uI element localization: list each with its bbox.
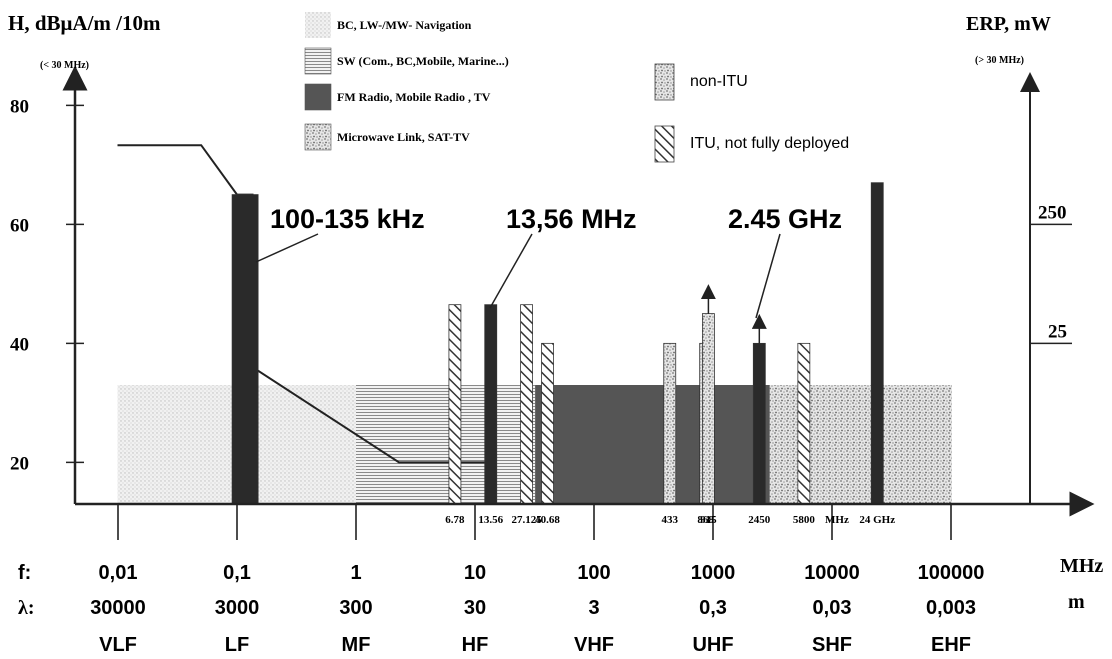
f-label-4: 100 (577, 562, 610, 584)
f-label-3: 10 (464, 562, 486, 584)
legend-extra-label-1: ITU, not fully deployed (690, 135, 849, 152)
freq-label-8: 5800 (793, 514, 816, 526)
band-label-3: HF (462, 634, 489, 656)
callout-leader-1 (489, 233, 533, 309)
bar-2450 (752, 342, 766, 505)
bar-40.68 (541, 342, 554, 505)
legend-swatch-3 (304, 123, 332, 151)
band-area-1 (356, 385, 536, 504)
legend-label-0: BC, LW-/MW- Navigation (337, 18, 472, 32)
f-label-0: 0,01 (99, 562, 138, 584)
band-label-0: VLF (99, 634, 137, 656)
legend-swatch-0 (305, 12, 331, 38)
lambda-label-1: 3000 (215, 597, 260, 619)
legend-extra-swatch-1 (654, 125, 675, 163)
callout-leader-2 (755, 233, 781, 319)
bar-27.125 (520, 304, 533, 505)
band-label-7: EHF (931, 634, 971, 656)
lambda-label-6: 0,03 (813, 597, 852, 619)
y-axis-right-note: (> 30 MHz) (975, 55, 1024, 66)
wavelength-unit-label: m (1068, 591, 1085, 613)
y-axis-left-note: (< 30 MHz) (40, 60, 89, 71)
freq-label-1: 13.56 (478, 514, 503, 526)
axes: H, dBμA/m /10m (< 30 MHz) ERP, mW (> 30 MHz… (8, 11, 1095, 517)
legend: BC, LW-/MW- Navigation SW (Com., BC,Mobil… (304, 12, 849, 163)
callout-0: 100-135 kHz (270, 204, 425, 234)
bar-915 (702, 313, 715, 505)
y-axis-right-label: ERP, mW (966, 13, 1051, 35)
band-label-4: VHF (574, 634, 614, 656)
x-unit-label: MHz (1060, 555, 1103, 577)
bar-24000 (870, 182, 884, 505)
y-left-tick-label-80: 80 (10, 96, 29, 117)
lambda-label-7: 0,003 (926, 597, 976, 619)
freq-label-0: 6.78 (445, 514, 465, 526)
callout-1: 13,56 MHz (506, 204, 637, 234)
legend-swatch-1 (304, 47, 332, 75)
band-label-1: LF (225, 634, 249, 656)
legend-label-1: SW (Com., BC,Mobile, Marine...) (337, 54, 509, 68)
freq-label-5: 868 (697, 514, 714, 526)
freq-label-7: 2450 (748, 514, 771, 526)
f-label-7: 100000 (918, 562, 985, 584)
lambda-label-2: 300 (339, 597, 372, 619)
freq-label-2: 27.125 (511, 514, 542, 526)
freq-label-3: 40.68 (535, 514, 560, 526)
lambda-label-4: 3 (588, 597, 599, 619)
row-lambda-label: λ: (18, 597, 34, 619)
bar-5800 (797, 342, 811, 505)
y-axis-left-label: H, dBμA/m /10m (8, 11, 161, 35)
legend-extra-swatch-0 (654, 63, 675, 101)
frequency-bars (231, 182, 884, 505)
band-label-5: UHF (692, 634, 733, 656)
band-area-3 (769, 385, 952, 504)
y-left-tick-label-40: 40 (10, 334, 29, 355)
y-left-tick-label-60: 60 (10, 215, 29, 236)
callouts: 100-135 kHz 13,56 MHz 2.45 GHz (255, 204, 842, 319)
band-area-2 (535, 385, 770, 504)
legend-extra-label-0: non-ITU (690, 73, 748, 90)
f-label-2: 1 (350, 562, 361, 584)
band-label-6: SHF (812, 634, 852, 656)
y-left-tick-label-20: 20 (10, 453, 29, 474)
callout-leader-0 (255, 233, 319, 263)
callout-2: 2.45 GHz (728, 204, 842, 234)
freq-label-4: 433 (661, 514, 678, 526)
legend-swatch-2 (304, 83, 332, 111)
freq-label-10: 24 GHz (859, 514, 895, 526)
f-label-6: 10000 (804, 562, 860, 584)
bar-13.56 (484, 304, 498, 505)
lambda-label-0: 30000 (90, 597, 146, 619)
bar-0.117 (231, 194, 259, 505)
freq-label-6: 915 (700, 514, 717, 526)
x-axis-labels: 0,01 30000 VLF 0,1 3000 LF 1 300 MF 10 30 HF 100 3 VHF… (18, 504, 1103, 656)
y-right-tick-label-25: 25 (1048, 321, 1067, 342)
f-label-1: 0,1 (223, 562, 251, 584)
row-f-label: f: (18, 562, 31, 584)
lambda-label-5: 0,3 (699, 597, 727, 619)
f-label-5: 1000 (691, 562, 736, 584)
lambda-label-3: 30 (464, 597, 486, 619)
bar-433 (663, 342, 677, 505)
band-label-2: MF (342, 634, 371, 656)
bar-6.78 (448, 304, 462, 505)
y-right-tick-label-250: 250 (1038, 202, 1067, 223)
legend-label-3: Microwave Link, SAT-TV (337, 130, 470, 144)
freq-label-9: MHz (825, 514, 849, 526)
legend-label-2: FM Radio, Mobile Radio , TV (337, 90, 491, 104)
